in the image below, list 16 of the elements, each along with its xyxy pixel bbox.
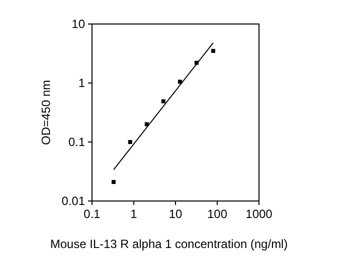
x-tick-label: 10 xyxy=(168,207,182,221)
point xyxy=(128,140,132,144)
y-tick-label: 0.01 xyxy=(62,194,86,208)
x-axis-title: Mouse IL-13 R alpha 1 concentration (ng/ml) xyxy=(50,237,288,251)
y-axis-title: OD=450 nm xyxy=(39,80,53,146)
point xyxy=(161,99,166,104)
x-tick-label: 0.1 xyxy=(84,207,101,221)
x-tick-label: 1000 xyxy=(246,207,273,221)
point xyxy=(112,180,116,184)
x-tick-label: 100 xyxy=(207,207,228,221)
y-tick-label: 10 xyxy=(72,17,86,31)
point xyxy=(211,48,216,53)
y-tick-label: 1 xyxy=(78,76,86,90)
point xyxy=(178,80,182,84)
x-tick-label: 1 xyxy=(130,207,138,221)
y-tick-label: 0.1 xyxy=(68,135,86,149)
